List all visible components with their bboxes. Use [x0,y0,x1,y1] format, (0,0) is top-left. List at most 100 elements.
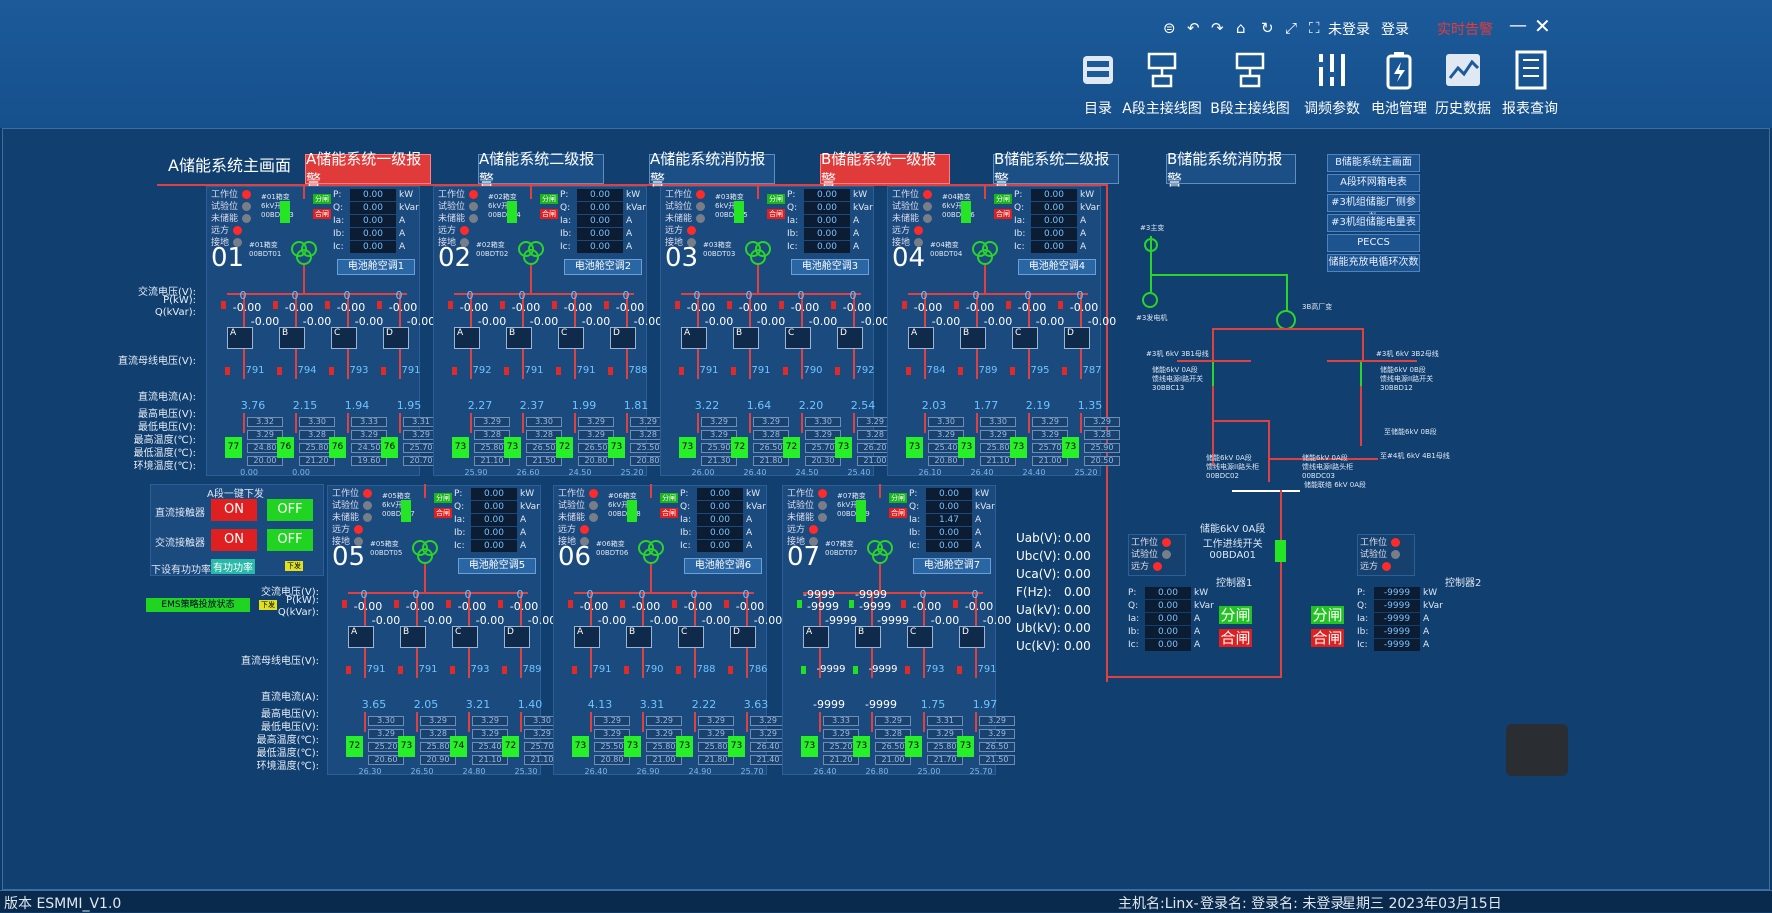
ac-breaker[interactable] [675,301,680,309]
ac-breaker[interactable] [446,600,451,608]
ac-breaker[interactable] [727,301,732,309]
ac-breaker[interactable] [779,301,784,309]
ac-breaker[interactable] [500,301,505,309]
ac-breaker[interactable] [901,600,906,608]
alarm-3[interactable]: A储能系统消防报警 [649,150,775,189]
hvac-button[interactable]: 电池舱空调4 [1018,259,1096,275]
ac-breaker[interactable] [902,301,907,309]
hvac-button[interactable]: 电池舱空调6 [684,558,762,574]
expand-icon[interactable]: ⤢ [1285,19,1298,37]
dc-breaker[interactable] [853,666,858,674]
open-button[interactable]: 分闸 [767,194,785,204]
ac-breaker[interactable] [342,600,347,608]
close-button[interactable]: 合闸 [313,209,331,219]
ems-send-button[interactable]: 下发 [259,600,277,610]
dc-breaker[interactable] [624,666,629,674]
dc-breaker[interactable] [452,367,457,375]
active-power-input[interactable]: 有功功率 [211,559,255,574]
ac-breaker[interactable] [568,600,573,608]
dc-breaker[interactable] [731,367,736,375]
ac-breaker[interactable] [954,301,959,309]
ac-breaker[interactable] [394,600,399,608]
controller-2-close-button[interactable]: 合闸 [1311,629,1344,647]
side-nav-6[interactable]: 储能充放电循环次数 [1327,254,1420,272]
nav-battery[interactable]: 电池管理 [1359,48,1439,118]
ac-breaker[interactable] [724,600,729,608]
alarm-1[interactable]: A储能系统一级报警 [305,150,431,189]
dc-breaker[interactable] [346,666,351,674]
dc-breaker[interactable] [398,666,403,674]
hvac-button[interactable]: 电池舱空调3 [791,259,869,275]
close-button[interactable]: 合闸 [540,209,558,219]
dc-breaker[interactable] [329,367,334,375]
hvac-button[interactable]: 电池舱空调5 [458,558,536,574]
hvac-button[interactable]: 电池舱空调7 [913,558,991,574]
ac-breaker[interactable] [448,301,453,309]
side-nav-3[interactable]: #3机组储能厂侧参数 [1327,194,1420,224]
dc-breaker[interactable] [1062,367,1067,375]
side-nav-4[interactable]: #3机组储能电量表 [1327,214,1420,232]
close-button[interactable]: 合闸 [434,508,452,518]
ac-off-button[interactable]: OFF [267,529,313,551]
close-button[interactable]: 合闸 [660,508,678,518]
dc-breaker[interactable] [801,666,806,674]
send-button[interactable]: 下发 [285,561,303,571]
minimize-icon[interactable]: — [1509,15,1527,36]
dc-breaker[interactable] [1010,367,1015,375]
nav-report[interactable]: 报表查询 [1490,48,1570,118]
floating-widget[interactable] [1506,724,1568,776]
login-button[interactable]: 登录 [1381,22,1409,38]
nav-catalog[interactable]: 目录 [1058,48,1138,118]
breaker-switch[interactable] [856,500,866,522]
breaker-switch[interactable] [280,201,290,223]
controller-2-open-button[interactable]: 分闸 [1311,606,1344,624]
ac-breaker[interactable] [552,301,557,309]
side-nav-5[interactable]: PECCS [1327,234,1420,252]
ac-breaker[interactable] [221,301,226,309]
side-nav-1[interactable]: B储能系统主画面 [1327,154,1420,172]
hvac-button[interactable]: 电池舱空调1 [337,259,415,275]
ac-breaker[interactable] [604,301,609,309]
nav-wiring-a[interactable]: A段主接线图 [1122,48,1202,118]
dc-breaker[interactable] [905,666,910,674]
breaker-switch[interactable] [507,201,517,223]
dc-breaker[interactable] [556,367,561,375]
fullscreen-icon[interactable]: ⛶ [1309,19,1320,37]
redo-icon[interactable]: ↷ [1211,19,1224,37]
realtime-alarm-button[interactable]: 实时告警 [1437,22,1493,38]
dc-breaker[interactable] [835,367,840,375]
home-icon[interactable]: ⌂ [1236,19,1246,37]
ac-breaker[interactable] [498,600,503,608]
alarm-2[interactable]: A储能系统二级报警 [478,150,604,189]
dc-breaker[interactable] [572,666,577,674]
open-button[interactable]: 分闸 [434,493,452,503]
dc-breaker[interactable] [608,367,613,375]
breaker-switch[interactable] [961,201,971,223]
ac-breaker[interactable] [831,301,836,309]
open-button[interactable]: 分闸 [994,194,1012,204]
controller-1-close-button[interactable]: 合闸 [1219,629,1252,647]
open-button[interactable]: 分闸 [889,493,907,503]
open-button[interactable]: 分闸 [313,194,331,204]
dc-breaker[interactable] [957,666,962,674]
undo-icon[interactable]: ↶ [1187,19,1200,37]
nav-sliders[interactable]: 调频参数 [1292,48,1372,118]
ac-breaker[interactable] [797,600,802,608]
alarm-6[interactable]: B储能系统消防报警 [1166,150,1296,189]
incoming-switch[interactable] [1275,540,1286,562]
ac-breaker[interactable] [849,600,854,608]
dc-breaker[interactable] [504,367,509,375]
ac-breaker[interactable] [273,301,278,309]
dc-breaker[interactable] [381,367,386,375]
dc-on-button[interactable]: ON [211,499,257,521]
dc-breaker[interactable] [450,666,455,674]
ac-breaker[interactable] [1058,301,1063,309]
open-button[interactable]: 分闸 [540,194,558,204]
dc-breaker[interactable] [906,367,911,375]
breaker-switch[interactable] [734,201,744,223]
dc-breaker[interactable] [502,666,507,674]
dc-breaker[interactable] [679,367,684,375]
dc-breaker[interactable] [783,367,788,375]
close-button[interactable]: 合闸 [767,209,785,219]
dc-off-button[interactable]: OFF [267,499,313,521]
